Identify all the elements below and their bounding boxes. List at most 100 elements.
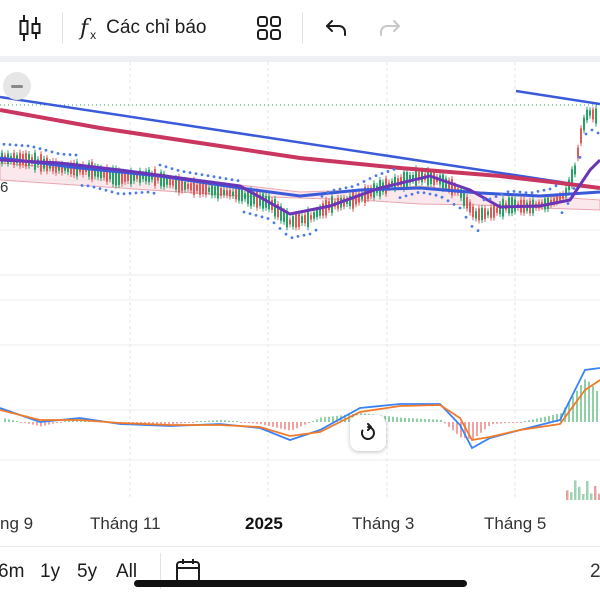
macd-histogram-bar [332,416,334,422]
trendline-top-right [515,89,600,106]
macd-histogram-bar [64,421,66,422]
psar-dot [356,183,360,186]
psar-dot [194,172,198,176]
macd-histogram-bar [520,422,522,423]
macd-histogram-bar [328,416,330,422]
macd-histogram-bar [248,422,250,423]
macd-histogram-bar [308,422,310,423]
candle-body [163,173,165,187]
macd-histogram-bar [572,396,574,422]
psar-dot [554,184,558,188]
candle-body [142,173,144,180]
psar-dot [254,213,258,217]
macd-histogram-bar [168,422,170,425]
macd-histogram-bar [192,422,194,423]
candle-body [55,161,57,173]
candle-body [73,162,75,176]
psar-dot [464,215,468,219]
macd-histogram-bar [484,422,486,430]
candle-body [124,173,126,182]
psar-dot [140,191,144,194]
candle-body [274,198,276,217]
candle-body [190,183,192,191]
candle-body [25,153,27,167]
right-edge-label: 2 [590,561,600,582]
redo-icon[interactable] [376,10,404,46]
undo-icon[interactable] [322,10,350,46]
price-axis-fragment: 6 [0,179,8,196]
macd-histogram-bar [68,420,70,422]
psar-dot [266,217,270,220]
toolbar-separator [62,12,63,44]
volume-bar [574,480,577,500]
volume-bar [578,486,581,500]
candle-body [364,187,366,203]
minus-icon [11,84,23,88]
candle-body [253,193,255,204]
psar-dot [242,210,246,214]
candle-body [115,168,117,186]
candle-body [574,165,576,175]
macd-histogram-bar [200,421,202,422]
candle-body [130,170,132,185]
candle-body [172,180,174,186]
psar-dot [548,187,552,191]
macd-histogram-bar [480,422,482,433]
psar-dot [344,186,348,190]
price-chart[interactable]: 6 [0,62,600,510]
grid-icon[interactable] [253,10,285,46]
reset-icon [360,423,375,440]
indicators-button[interactable]: f x Các chỉ báo [80,10,230,46]
psar-dot [218,176,222,180]
fx-icon-subscript: x [90,28,97,42]
macd-histogram-bar [324,417,326,422]
macd-histogram-bar [508,422,510,423]
psar-dot [80,184,84,187]
candle-body [121,171,123,184]
macd-histogram-bar [208,420,210,422]
collapse-panel-button[interactable] [3,72,31,100]
candle-body [409,174,411,183]
candlestick-icon[interactable] [14,10,46,46]
psar-dot [488,197,492,201]
range-all[interactable]: All [116,561,138,582]
candle-body [241,189,243,202]
psar-dot [440,195,444,199]
trendline-upper [0,95,581,187]
candle-body [307,209,309,228]
candle-body [430,172,432,184]
macd-histogram-bar [176,422,178,424]
psar-dot [332,188,336,192]
range-6m[interactable]: 6m [0,561,25,582]
volume-bar [582,493,585,500]
macd-histogram-bar [396,417,398,422]
psar-dot [446,199,450,203]
psar-dot [236,179,240,183]
candle-body [418,171,420,181]
candle-body [490,207,492,218]
psar-dot [128,191,132,195]
macd-histogram-bar [204,421,206,422]
reset-zoom-button[interactable] [350,415,386,451]
candle-body [232,191,234,197]
candle-body [70,163,72,175]
psar-dot [434,193,438,197]
macd-histogram-bar [416,418,418,422]
psar-dot [212,175,216,179]
macd-histogram-bar [252,422,254,424]
psar-dot [536,190,540,193]
toolbar-divider [0,56,600,62]
psar-dot [416,191,420,194]
range-1y[interactable]: 1y [40,561,61,582]
psar-dot [290,236,294,240]
candle-body [175,178,177,190]
candle-body [310,215,312,220]
macd-histogram-bar [260,422,262,425]
psar-dot [296,235,300,238]
macd-histogram-bar [584,379,586,422]
range-5y[interactable]: 5y [77,561,98,582]
psar-dot [152,191,156,195]
candle-body [289,219,291,225]
macd-histogram-bar [556,414,558,422]
volume-bar [586,480,589,500]
